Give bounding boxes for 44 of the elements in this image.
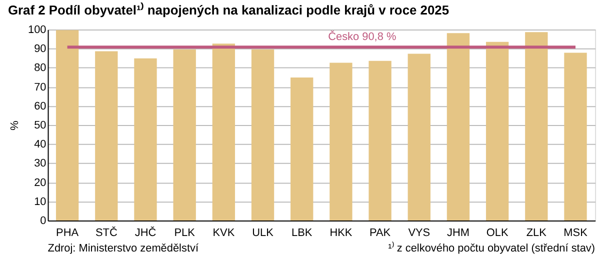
bar [290,77,314,221]
y-tick-label: 10 [34,196,46,208]
y-tick-label: 40 [34,138,46,151]
x-tick-label: PAK [370,226,392,239]
bar [486,42,509,221]
y-tick-label: 80 [34,62,46,74]
bar [173,49,196,221]
text: ¹⁾ z celkového počtu obyvatel (střední stav) [388,241,596,254]
bar [95,51,118,221]
x-tick-label: ZLK [526,226,548,239]
y-axis-title: % [9,120,22,130]
bar [134,58,157,221]
bar [446,33,470,221]
x-tick-label: ULK [252,226,274,239]
x-tick-label: KVK [212,226,236,239]
y-tick-label: 50 [34,120,46,132]
x-tick-label: PHA [56,226,80,239]
x-tick-label: JHM [446,226,470,239]
bar [330,62,352,221]
bar [212,44,236,221]
x-tick-label: MSK [564,226,588,239]
y-tick-label: 100 [28,24,46,36]
text: Zdroj: Ministerstvo zemědělství [48,242,199,254]
ref-line-label: Česko 90,8 % [328,30,396,44]
bar [56,30,79,221]
bar [368,60,392,221]
y-tick-label: 30 [34,158,46,170]
y-tick-label: 60 [34,100,46,112]
x-tick-label: OLK [486,226,509,239]
y-tick-label: 20 [34,176,46,189]
x-tick-label: LBK [292,226,313,239]
x-tick-label: HKK [330,226,353,239]
bar [251,49,274,221]
bar [408,54,430,221]
y-tick-label: 70 [34,81,46,94]
bar [564,52,587,221]
chart-title: Graf 2 Podíl obyvatel¹⁾ napojených na kanalizaci podle krajů v roce 2025 [8,2,450,18]
x-tick-label: JHČ [134,226,156,239]
y-tick-label: 0 [40,215,46,228]
x-tick-label: PLK [174,226,196,239]
y-tick-label: 90 [34,43,46,56]
x-tick-label: VYS [408,226,430,239]
x-tick-label: STČ [95,226,118,239]
bar [525,32,548,221]
